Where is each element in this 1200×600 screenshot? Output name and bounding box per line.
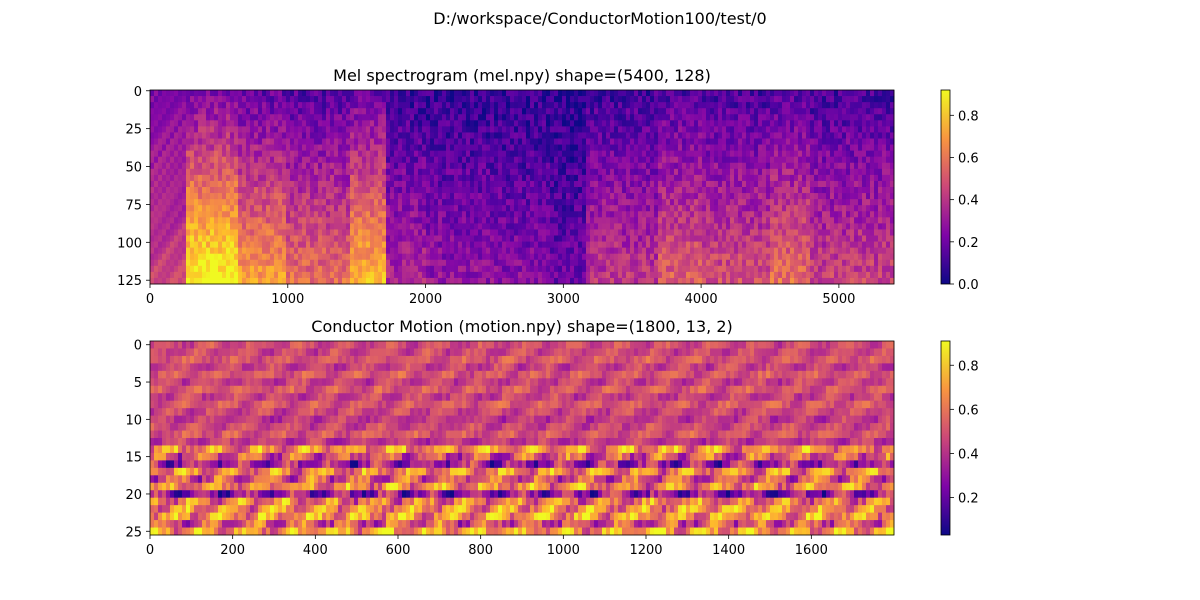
mel-x-tick-label: 0 bbox=[146, 292, 154, 307]
mel-x-tick-label: 3000 bbox=[547, 292, 580, 307]
motion-colorbar-tick-label: 0.2 bbox=[958, 492, 979, 507]
motion-y-tick-label: 0 bbox=[134, 339, 142, 354]
motion-colorbar-gradient bbox=[940, 340, 951, 536]
motion-x-tick-label: 1400 bbox=[712, 543, 745, 558]
mel-y-tick-label: 25 bbox=[125, 123, 142, 138]
motion-x-tick-label: 600 bbox=[386, 543, 411, 558]
motion-colorbar-tick-label: 0.4 bbox=[958, 447, 979, 462]
motion-colorbar: 0.2 0.4 0.6 0.8 bbox=[940, 340, 979, 536]
mel-colorbar-tick-label: 0.6 bbox=[958, 151, 979, 166]
motion-y-tick-label: 15 bbox=[125, 451, 142, 466]
motion-x-tick-label: 200 bbox=[220, 543, 245, 558]
mel-y-tick-label: 100 bbox=[117, 236, 142, 251]
motion-y-tick-label: 20 bbox=[125, 488, 142, 503]
mel-x-tick-label: 1000 bbox=[271, 292, 304, 307]
mel-colorbar-tick-label: 0.2 bbox=[958, 236, 979, 251]
mel-y-tick-label: 50 bbox=[125, 161, 142, 176]
motion-colorbar-tick-label: 0.6 bbox=[958, 403, 979, 418]
motion-y-tick-label: 10 bbox=[125, 413, 142, 428]
mel-colorbar: 0.0 0.2 0.4 0.6 0.8 bbox=[940, 89, 979, 293]
mel-y-tick-label: 0 bbox=[134, 85, 142, 100]
mel-colorbar-gradient bbox=[940, 89, 951, 285]
mel-colorbar-tick-label: 0.4 bbox=[958, 194, 979, 209]
mel-y-tick-label: 75 bbox=[125, 198, 142, 213]
mel-y-tick-label: 125 bbox=[117, 274, 142, 289]
figure-title: D:/workspace/ConductorMotion100/test/0 bbox=[433, 9, 767, 28]
mel-x-tick-label: 2000 bbox=[409, 292, 442, 307]
mel-x-tick-label: 5000 bbox=[822, 292, 855, 307]
motion-x-tick-label: 800 bbox=[468, 543, 493, 558]
motion-y-tick-label: 25 bbox=[125, 525, 142, 540]
motion-title: Conductor Motion (motion.npy) shape=(180… bbox=[311, 317, 733, 336]
mel-spectrogram-plot: 0 1000 2000 3000 4000 5000 0 25 50 75 100 125 bbox=[117, 85, 895, 307]
motion-x-tick-label: 1000 bbox=[547, 543, 580, 558]
mel-x-tick-label: 4000 bbox=[685, 292, 718, 307]
motion-x-tick-label: 1600 bbox=[795, 543, 828, 558]
mel-colorbar-tick-label: 0.0 bbox=[958, 278, 979, 293]
motion-x-tick-label: 400 bbox=[303, 543, 328, 558]
conductor-motion-plot: 0 200 400 600 800 1000 1200 1400 1600 0 5 10 15 20 25 bbox=[125, 339, 895, 558]
motion-x-tick-label: 0 bbox=[146, 543, 154, 558]
motion-colorbar-tick-label: 0.8 bbox=[958, 359, 979, 374]
motion-y-tick-label: 5 bbox=[134, 376, 142, 391]
motion-x-tick-label: 1200 bbox=[629, 543, 662, 558]
mel-colorbar-tick-label: 0.8 bbox=[958, 109, 979, 124]
mel-title: Mel spectrogram (mel.npy) shape=(5400, 1… bbox=[333, 66, 711, 85]
